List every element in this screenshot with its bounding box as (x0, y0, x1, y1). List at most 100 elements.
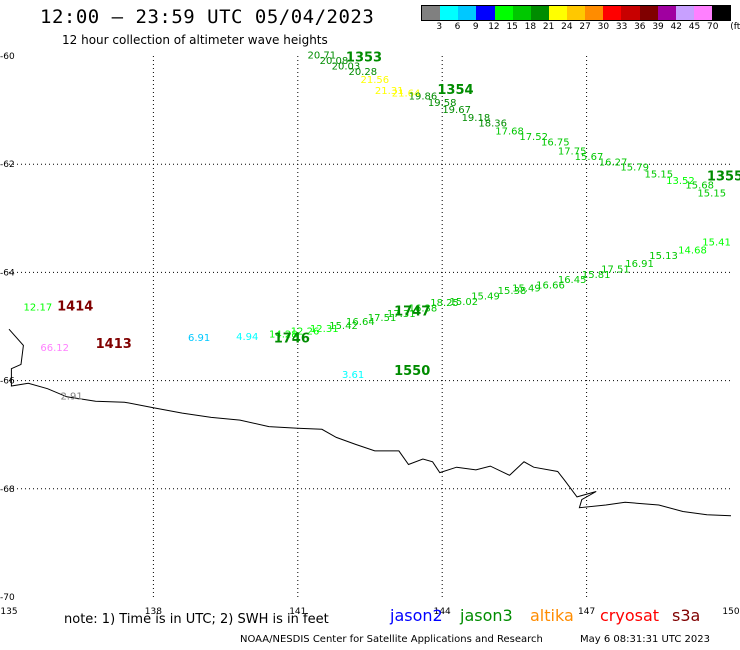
legend-label: 3 (436, 22, 443, 32)
wave-height-label: 13.52 (666, 176, 695, 187)
legend-swatch (458, 6, 477, 20)
wave-height-label: 15.81 (582, 270, 611, 281)
satellite-name-cryosat: cryosat (600, 606, 660, 625)
legend-swatch (476, 6, 495, 20)
legend-label: 12 (488, 22, 500, 32)
wave-height-label: 6.91 (188, 333, 210, 344)
legend-swatch (440, 6, 459, 20)
legend-swatch (693, 6, 712, 20)
coastline (8, 328, 732, 517)
wave-height-label: 15.67 (575, 152, 604, 163)
credit-line: NOAA/NESDIS Center for Satellite Applica… (240, 634, 543, 645)
satellite-name-jason2: jason2 (390, 606, 443, 625)
wave-height-label: 2.91 (60, 392, 82, 403)
legend-label: 45 (688, 22, 701, 32)
legend-label: 24 (561, 22, 573, 32)
pass-id-label: 1747 (394, 305, 430, 320)
legend-label: 9 (472, 22, 479, 32)
legend-label: 15 (506, 22, 518, 32)
wave-height-label: 15.13 (649, 251, 678, 262)
wave-height-label: 15.68 (685, 181, 714, 192)
wave-height-label: 20.03 (332, 62, 361, 73)
wave-height-label: 16.27 (599, 157, 628, 168)
wave-height-label: 15.49 (471, 291, 500, 302)
pass-id-label: 1353 (346, 50, 382, 65)
satellite-name-s3a: s3a (672, 606, 701, 625)
wave-height-label: 15.15 (697, 189, 726, 200)
wave-height-label: 16.38 (409, 303, 438, 314)
pass-id-label: 1354 (437, 83, 473, 98)
legend-label: 18 (524, 22, 537, 32)
wave-height-label: 12.31 (310, 324, 339, 335)
lat-tick-label: -60 (0, 52, 15, 62)
lon-tick-label: 147 (578, 607, 595, 617)
lon-tick-label: 138 (145, 607, 162, 617)
wave-height-label: 21.56 (360, 75, 389, 86)
lat-tick-label: -66 (0, 377, 15, 387)
wave-height-label: 4.94 (236, 332, 258, 343)
wave-height-label: 3.61 (342, 370, 364, 381)
wave-height-label: 16.66 (536, 281, 565, 292)
pass-id-label: 1550 (394, 364, 430, 379)
legend-label: 21 (542, 22, 555, 32)
wave-height-label: 16.64 (346, 317, 375, 328)
lat-tick-label: -64 (0, 268, 15, 278)
legend-swatch (512, 6, 531, 20)
legend-swatch (639, 6, 658, 20)
legend-swatch (712, 6, 731, 20)
lat-tick-label: -68 (0, 485, 15, 495)
legend-label: 27 (579, 22, 591, 32)
wave-height-label: 17.52 (519, 132, 548, 143)
coastline-path (8, 328, 732, 517)
wave-height-label: 20.71 (308, 51, 337, 62)
wave-height-label: 21.64 (392, 89, 421, 100)
satellite-name-altika: altika (530, 606, 574, 625)
wave-height-label: 15.41 (702, 237, 731, 248)
lat-tick-label: -62 (0, 160, 15, 170)
wave-height-label: 20.28 (348, 67, 377, 78)
legend-label: 6 (454, 22, 461, 32)
legend-swatch (422, 6, 441, 20)
pass-id-label: 1355 (707, 169, 740, 184)
pass-id-label: 1746 (274, 332, 310, 347)
wave-height-label: 17.31 (387, 309, 416, 320)
wave-height-label: 15.15 (644, 170, 673, 181)
wave-height-label: 18.36 (478, 118, 507, 129)
wave-height-label: 15.49 (512, 283, 541, 294)
legend-label: 30 (597, 22, 610, 32)
legend-color-bar (421, 5, 731, 21)
lon-tick-label: 150 (722, 607, 739, 617)
wave-height-label: 16.45 (558, 275, 587, 286)
axis-ticks: 135 138 141 144 147 150 -60 -62 -64 -66 -68 -70 (0, 52, 740, 617)
lon-tick-label: 144 (434, 607, 451, 617)
wave-height-labels: 20.7120.0820.0320.2821.5621.3121.6419.86… (24, 51, 731, 403)
wave-height-label: 19.86 (409, 91, 438, 102)
legend-swatch (675, 6, 694, 20)
legend-swatch (567, 6, 586, 20)
wave-height-label: 19.58 (428, 98, 457, 109)
wave-height-label: 15.79 (620, 163, 649, 174)
legend-label: 70 (707, 22, 719, 32)
wave-height-label: 15.02 (450, 297, 479, 308)
wave-height-label: 14.28 (269, 329, 298, 340)
wave-height-label: 18.25 (430, 298, 459, 309)
footnote: note: 1) Time is in UTC; 2) SWH is in fe… (64, 612, 329, 627)
wave-height-label: 20.08 (320, 56, 349, 67)
lon-tick-label: 141 (289, 607, 306, 617)
legend-unit: (ft) (730, 22, 740, 32)
legend-swatch (603, 6, 622, 20)
legend-swatch (530, 6, 549, 20)
page-subtitle: 12 hour collection of altimeter wave hei… (62, 33, 328, 47)
legend-swatch (494, 6, 513, 20)
legend-label: 39 (652, 22, 664, 32)
wave-height-label: 21.31 (375, 86, 404, 97)
pass-labels: 1353 1354 1355 1747 1746 1550 1414 1413 (57, 50, 740, 379)
wave-height-label: 15.42 (329, 321, 358, 332)
wave-height-label: 12.26 (291, 327, 320, 338)
wave-height-label: 66.12 (40, 343, 69, 354)
wave-height-label: 16.91 (625, 259, 654, 270)
pass-id-label: 1413 (96, 337, 132, 352)
